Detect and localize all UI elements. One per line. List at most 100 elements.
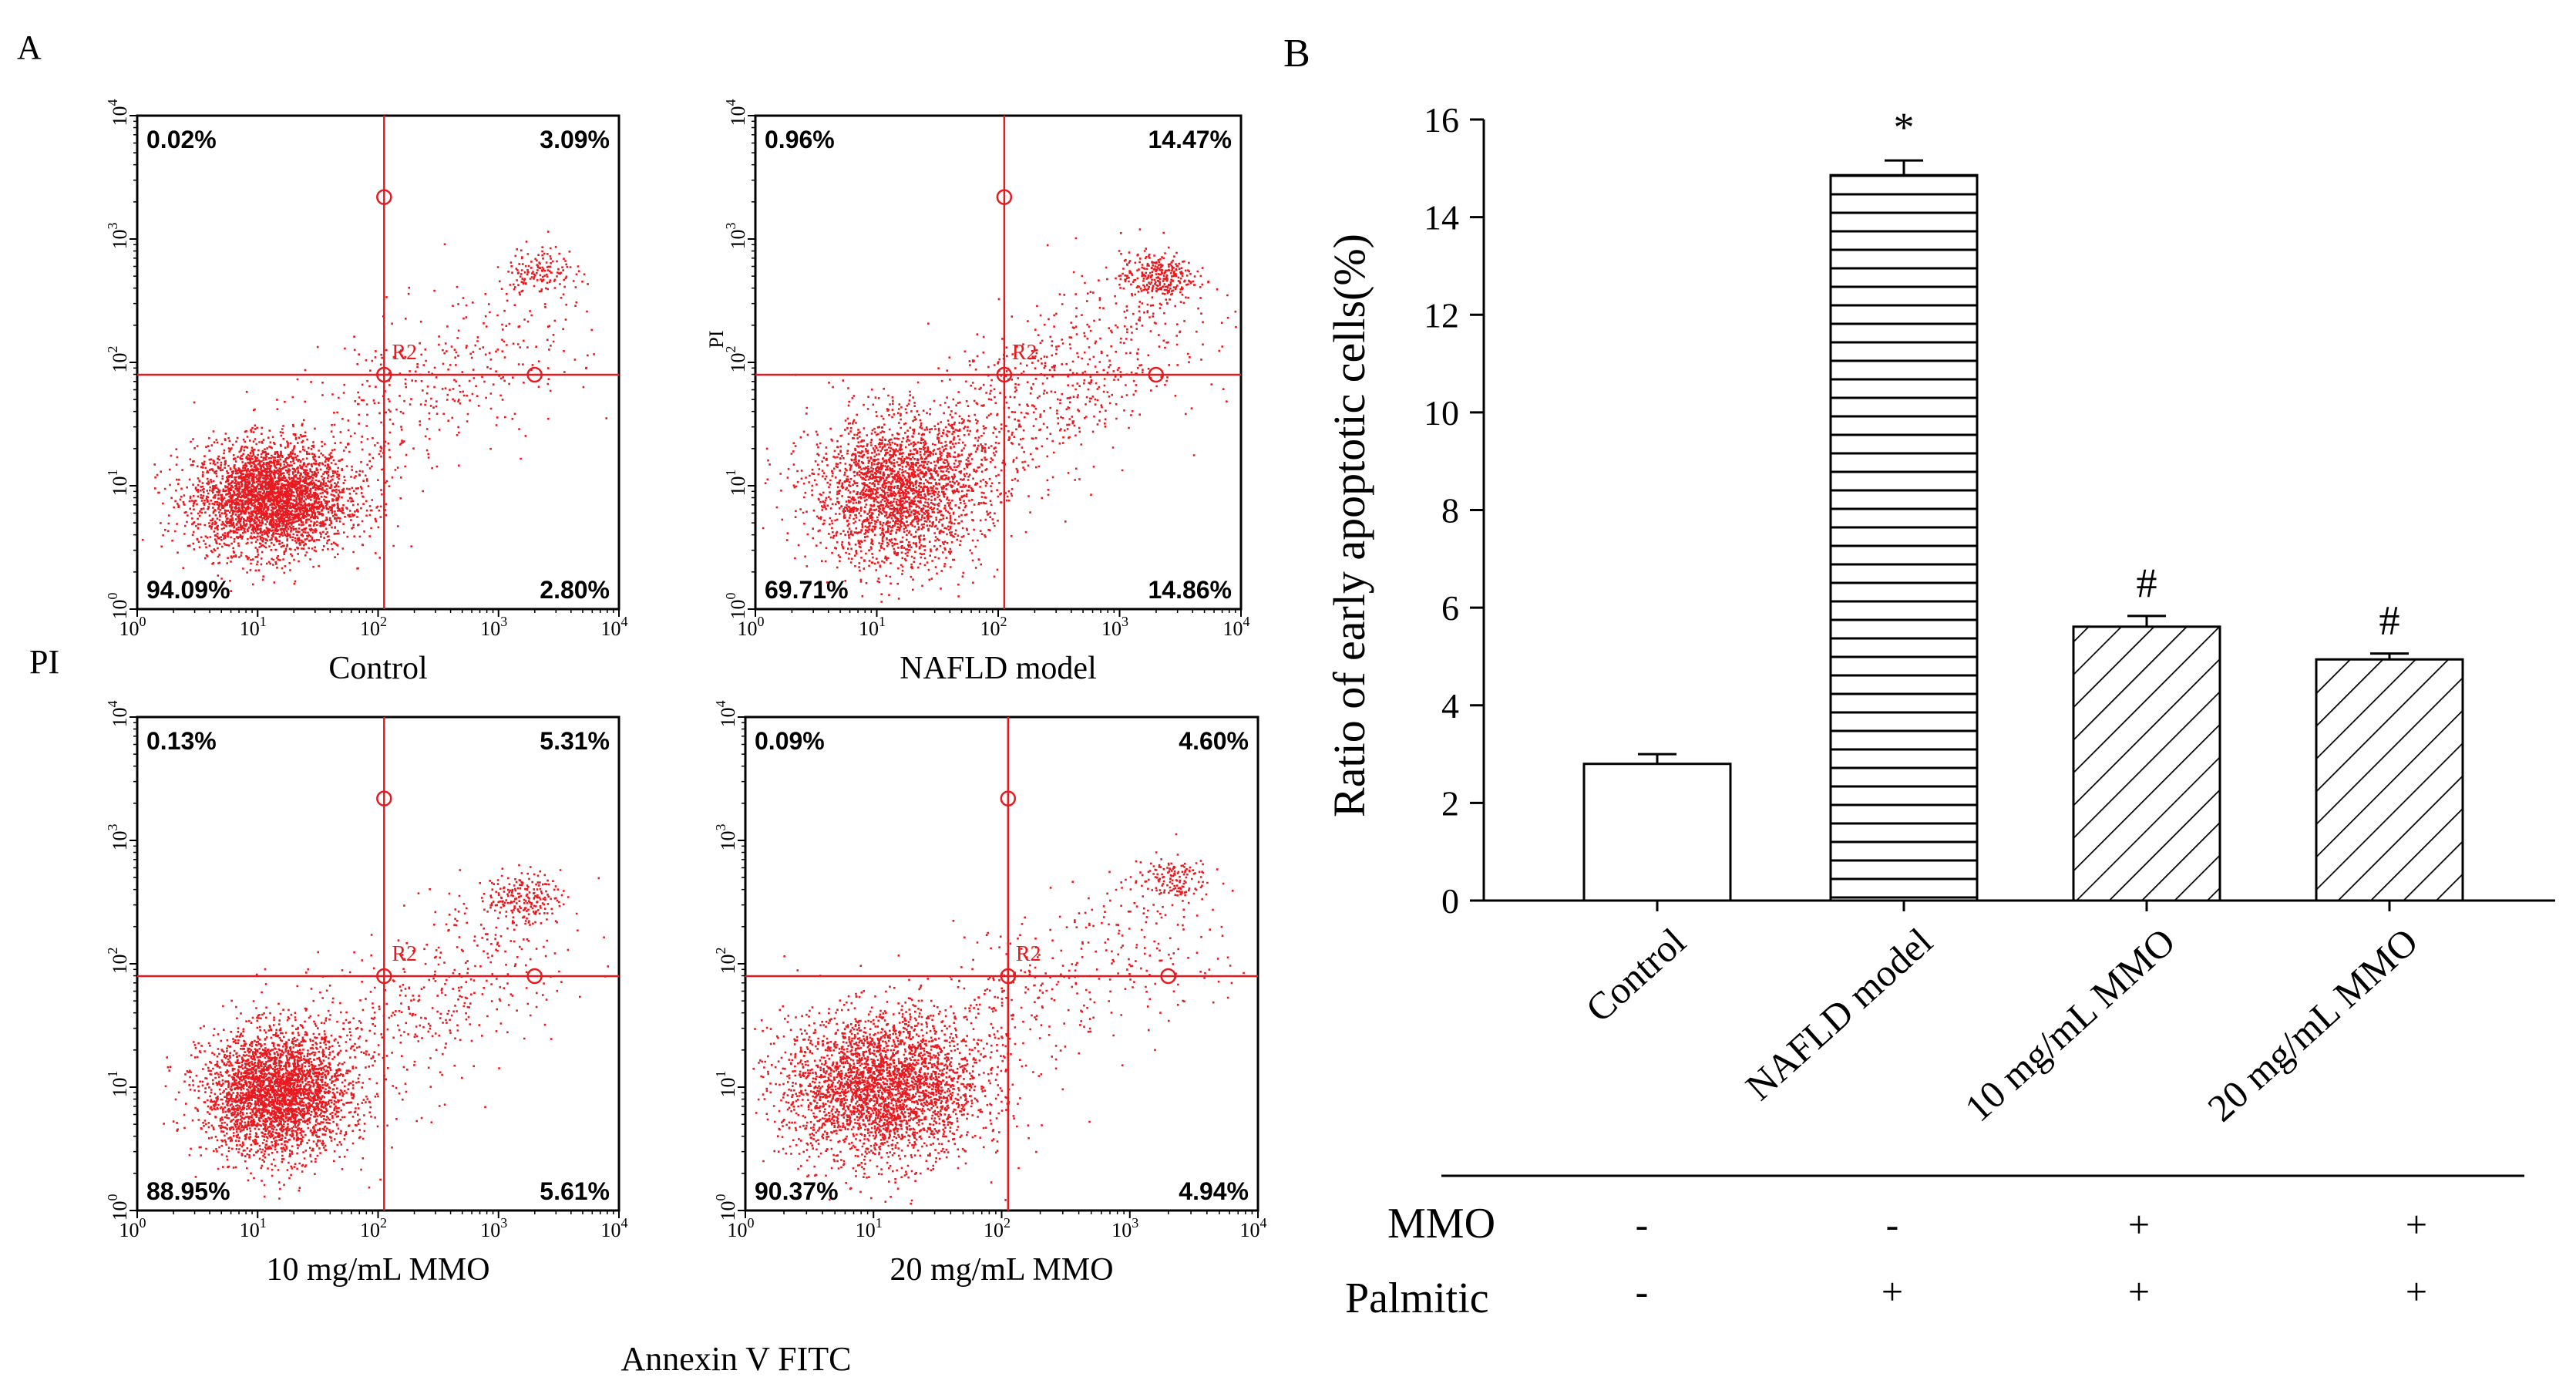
quadrant-handle-icon: [996, 189, 1013, 205]
y-tick-label: 100: [105, 1194, 131, 1221]
y-tick-base: 10: [109, 600, 131, 620]
y-tick-label: 104: [105, 701, 131, 728]
y-tick-label: 14: [1424, 198, 1459, 237]
treatment-mark: -: [1636, 1203, 1649, 1246]
treatment-row-label: MMO: [1387, 1200, 1495, 1248]
quadrant-ur-percent: 14.47%: [1148, 126, 1232, 153]
y-tick-exponent: 4: [723, 99, 738, 106]
flow-plot-2: R20.96% 14.47%69.71% 14.86%100100101101102…: [705, 99, 1250, 687]
y-tick-label: 8: [1441, 491, 1459, 530]
x-tick-label: 102: [984, 1215, 1011, 1241]
significance-marker: #: [2137, 560, 2157, 606]
y-tick-label: 101: [105, 470, 131, 497]
y-tick-exponent: 0: [713, 1194, 728, 1201]
x-tick-exponent: 0: [140, 614, 146, 629]
quadrant-lr-percent: 14.86%: [1148, 576, 1232, 604]
y-tick-label: 100: [105, 593, 131, 620]
x-tick-base: 10: [601, 618, 621, 640]
x-tick-exponent: 4: [1243, 614, 1250, 629]
y-tick-label: 6: [1441, 588, 1459, 628]
quadrant-handle-icon: [376, 968, 392, 985]
flow-plot-caption: 10 mg/mL MMO: [266, 1252, 489, 1288]
x-tick-base: 10: [728, 1219, 748, 1241]
gate-label: R2: [1016, 942, 1041, 966]
quadrant-ur-percent: 3.09%: [540, 126, 610, 153]
x-tick-base: 10: [1111, 1219, 1132, 1241]
x-tick-exponent: 1: [260, 1215, 267, 1231]
y-tick-base: 10: [109, 106, 131, 126]
x-tick-label: 103: [480, 614, 507, 640]
x-tick-exponent: 3: [500, 614, 507, 629]
flow-plot-caption: 20 mg/mL MMO: [889, 1252, 1113, 1288]
x-tick-exponent: 3: [1132, 1215, 1138, 1231]
quadrant-handle-icon: [376, 366, 392, 383]
y-tick-label: 10: [1424, 393, 1459, 433]
treatment-row-label: Palmitic: [1345, 1274, 1489, 1322]
quadrant-handle-icon: [376, 189, 392, 205]
flow-dots: [762, 228, 1237, 603]
y-tick-exponent: 3: [105, 223, 120, 230]
x-tick-base: 10: [859, 618, 879, 640]
y-tick-label: 102: [105, 948, 131, 975]
quadrant-handle-icon: [1160, 968, 1176, 985]
panel-a-label: A: [17, 29, 42, 66]
treatment-mark: +: [2406, 1203, 2427, 1246]
bar-chart: 0 2 4 6 8 10 12 14 16 Ratio of early apoptotic ce…: [1324, 100, 2555, 1322]
x-tick-label: 104: [601, 1215, 628, 1241]
x-tick-base: 10: [360, 618, 380, 640]
y-tick-base: 10: [109, 230, 131, 250]
quadrant-handle-icon: [526, 366, 543, 383]
y-tick-exponent: 4: [713, 701, 728, 708]
flow-plot-frame: [136, 716, 620, 1212]
y-tick-base: 10: [717, 1078, 739, 1098]
bar-3: [2072, 625, 2221, 902]
x-tick-base: 10: [360, 1219, 380, 1241]
flow-plot-1: R20.02% 3.09%94.09% 2.80%10010010110110210…: [105, 99, 628, 687]
flow-plots: R20.02% 3.09%94.09% 2.80%10010010110110210…: [105, 99, 1267, 1288]
y-tick-label: 101: [713, 1071, 739, 1098]
x-tick-exponent: 0: [140, 1215, 146, 1231]
y-tick-base: 10: [109, 708, 131, 728]
x-tick-exponent: 2: [1000, 614, 1007, 629]
y-tick-label: 2: [1441, 783, 1459, 823]
x-tick-exponent: 1: [876, 1215, 883, 1231]
y-tick-label: 12: [1424, 295, 1459, 335]
flow-dots: [163, 864, 610, 1200]
flow-pi-axis-label: PI: [705, 330, 728, 348]
x-tick-base: 10: [240, 618, 260, 640]
y-tick-label: 103: [105, 824, 131, 851]
quadrant-lr-percent: 4.94%: [1179, 1177, 1249, 1205]
bar-2: [1829, 173, 1979, 902]
quadrant-ul-percent: 0.96%: [765, 126, 835, 153]
y-tick-exponent: 3: [105, 824, 120, 831]
y-tick-exponent: 1: [105, 470, 120, 476]
x-tick-label: 100: [738, 614, 765, 640]
quadrant-handle-icon: [996, 366, 1013, 383]
x-tick-base: 10: [601, 1219, 621, 1241]
quadrant-ur-percent: 4.60%: [1179, 727, 1249, 755]
x-tick-base: 10: [1101, 618, 1122, 640]
x-tick-label: 101: [856, 1215, 883, 1241]
y-tick-label: 103: [105, 223, 131, 250]
x-tick-base: 10: [984, 1219, 1004, 1241]
x-tick-base: 10: [1240, 1219, 1260, 1241]
x-tick-base: 10: [119, 618, 140, 640]
y-tick-base: 10: [717, 708, 739, 728]
quadrant-ul-percent: 0.13%: [146, 727, 217, 755]
x-tick-label: 104: [601, 614, 628, 640]
y-tick-exponent: 0: [723, 593, 738, 600]
flow-dots: [752, 833, 1245, 1205]
x-tick-base: 10: [119, 1219, 140, 1241]
y-tick-label: 102: [105, 346, 131, 373]
quadrant-ll-percent: 69.71%: [765, 576, 849, 604]
quadrant-ul-percent: 0.09%: [755, 727, 825, 755]
flow-shared-ylabel: PI: [29, 643, 59, 681]
y-tick-label: 100: [713, 1194, 739, 1221]
y-tick-exponent: 1: [713, 1071, 728, 1078]
x-tick-base: 10: [480, 1219, 500, 1241]
x-tick-exponent: 0: [758, 614, 765, 629]
treatment-mark: -: [1636, 1270, 1649, 1313]
quadrant-handle-icon: [1000, 790, 1017, 806]
x-tick-base: 10: [738, 618, 758, 640]
flow-plot-4: R20.09% 4.60%90.37% 4.94%10010010110110210…: [713, 701, 1267, 1288]
